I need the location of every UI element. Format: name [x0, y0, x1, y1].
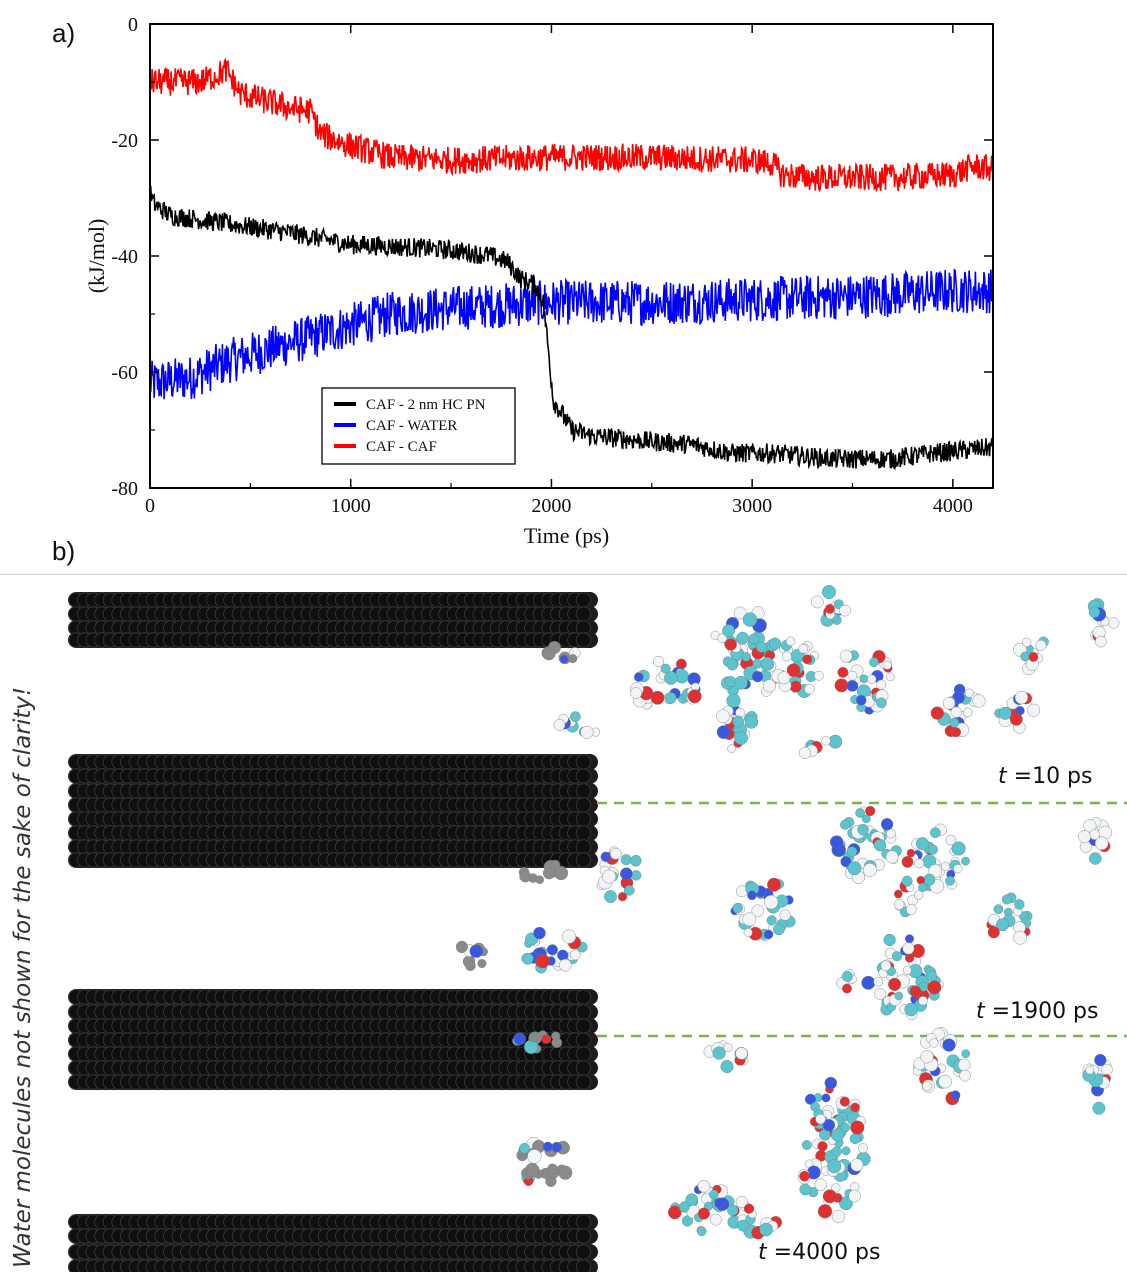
water-note: Water molecules not shown for the sake o…: [10, 686, 36, 1268]
caffeine-molecule: [810, 585, 851, 627]
plot-frame: [149, 23, 994, 489]
caffeine-molecule: [829, 805, 902, 884]
energy-line-chart: 0 1000 2000 3000 4000 0 -20 -40 -60 -80 Time (ps) (…: [84, 14, 994, 548]
y-tick-label: -80: [111, 478, 138, 500]
panel-b-label: b): [52, 536, 76, 566]
series-line: [149, 57, 994, 193]
series-line: [149, 185, 994, 471]
time-value: =1900 ps: [991, 999, 1099, 1024]
y-tick-label: 0: [128, 14, 138, 36]
caffeine-molecule: [743, 636, 824, 698]
graphene-row: [68, 592, 598, 608]
graphene-row: [68, 1060, 598, 1076]
graphene-row: [68, 1074, 598, 1090]
caffeine-molecule: [703, 1040, 749, 1074]
time-label-10ps: t =10 ps: [998, 764, 1093, 789]
graphene-row: [68, 989, 598, 1005]
caffeine-molecule: [518, 859, 569, 885]
caffeine-molecule: [930, 683, 986, 738]
graphene-row: [68, 811, 598, 827]
y-tick-label: -40: [111, 246, 138, 268]
caffeine-molecule: [912, 1027, 971, 1106]
time-label-4000ps: t =4000 ps: [758, 1240, 880, 1265]
caffeine-molecule: [630, 655, 702, 710]
graphene-row: [68, 768, 598, 784]
graphene-sheets: [68, 592, 598, 1272]
time-symbol: t: [976, 999, 985, 1024]
caffeine-molecule: [797, 1076, 871, 1224]
x-tick-label: 0: [145, 495, 155, 517]
graphene-row: [68, 825, 598, 841]
graphene-row: [68, 1004, 598, 1020]
panel-a-label: a): [52, 18, 76, 48]
caffeine-molecule: [516, 1137, 573, 1187]
x-tick-label: 4000: [933, 495, 973, 517]
time-symbol: t: [998, 764, 1007, 789]
caffeine-molecule: [1078, 816, 1113, 865]
caffeine-molecule: [668, 1180, 750, 1237]
chart-axes-group: 0 1000 2000 3000 4000 0 -20 -40 -60 -80 Time (ps) (…: [84, 14, 993, 548]
caffeine-molecule: [596, 846, 642, 903]
legend-entry: CAF - 2 nm HC PN: [366, 397, 486, 413]
graphene-row: [68, 839, 598, 855]
caffeine-molecule: [1013, 636, 1049, 676]
x-tick-label: 3000: [732, 495, 772, 517]
y-tick-label: -60: [111, 362, 138, 384]
time-symbol: t: [758, 1240, 767, 1265]
chart-series-group: [149, 57, 994, 471]
frame-dividers: [597, 801, 1127, 1038]
graphene-row: [68, 783, 598, 799]
legend-entry: CAF - WATER: [366, 418, 457, 434]
x-axis-label: Time (ps): [524, 523, 609, 548]
caffeine-molecule: [737, 1203, 783, 1240]
time-value: =10 ps: [1013, 764, 1093, 789]
time-label-1900ps: t =1900 ps: [976, 999, 1098, 1024]
caffeine-molecule: [730, 877, 796, 942]
graphene-row: [68, 1018, 598, 1034]
snapshot-panel: [0, 574, 1127, 1272]
graphene-row: [68, 632, 598, 648]
legend-entry: CAF - CAF: [366, 439, 437, 455]
caffeine-molecule: [716, 675, 759, 753]
x-tick-label: 2000: [531, 495, 571, 517]
caffeine-molecules: [455, 585, 1120, 1240]
graphene-row: [68, 1046, 598, 1062]
series-line: [149, 268, 994, 400]
y-axis-label: (kJ/mol): [84, 219, 109, 294]
caffeine-molecule: [1087, 598, 1120, 648]
caffeine-molecule: [521, 926, 588, 974]
graphene-row: [68, 754, 598, 770]
graphene-row: [68, 1228, 598, 1244]
caffeine-molecule: [512, 1030, 563, 1055]
caffeine-molecule: [894, 875, 928, 918]
caffeine-molecule: [455, 940, 488, 972]
caffeine-molecule: [541, 641, 581, 665]
graphene-row: [68, 1214, 598, 1230]
caffeine-molecule: [798, 734, 843, 760]
graphene-row: [68, 1259, 598, 1272]
caffeine-molecule: [834, 649, 895, 715]
graphene-row: [68, 852, 598, 868]
caffeine-molecule: [994, 690, 1041, 734]
x-tick-label: 1000: [331, 495, 371, 517]
time-value: =4000 ps: [773, 1240, 881, 1265]
y-tick-label: -20: [111, 130, 138, 152]
chart-legend: CAF - 2 nm HC PN CAF - WATER CAF - CAF: [321, 387, 516, 465]
caffeine-molecule: [836, 969, 857, 994]
graphene-row: [68, 1244, 598, 1260]
graphene-row: [68, 797, 598, 813]
caffeine-molecule: [986, 892, 1033, 945]
graphene-row: [68, 606, 598, 622]
caffeine-molecule: [553, 711, 601, 739]
caffeine-molecule: [1082, 1054, 1113, 1115]
caffeine-molecule: [861, 933, 944, 1021]
